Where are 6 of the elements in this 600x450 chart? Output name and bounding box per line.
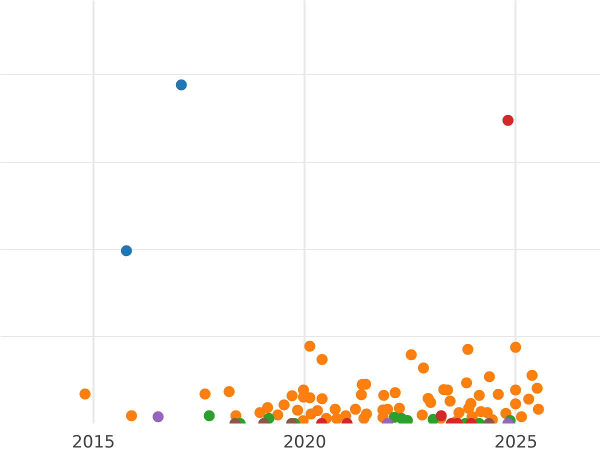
- x-tick-label: 2025: [494, 432, 538, 450]
- x-tick-label: 2020: [283, 432, 326, 450]
- x-tick-label: 2015: [72, 432, 116, 450]
- point: [176, 79, 187, 90]
- point: [502, 114, 514, 126]
- point: [120, 245, 132, 256]
